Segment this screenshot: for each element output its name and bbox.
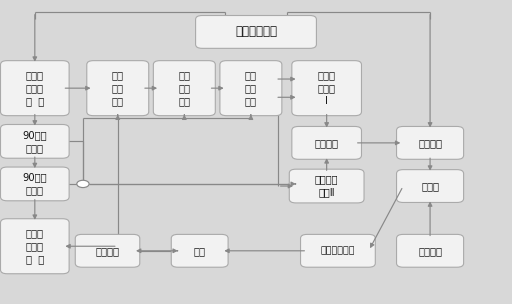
Text: 通讯模块: 通讯模块 (418, 138, 442, 148)
FancyBboxPatch shape (154, 61, 215, 116)
FancyBboxPatch shape (292, 126, 361, 159)
Text: 相敏检波
电路Ⅱ: 相敏检波 电路Ⅱ (315, 174, 338, 198)
FancyBboxPatch shape (301, 234, 375, 267)
Text: 功率
放大
电路: 功率 放大 电路 (112, 70, 124, 106)
FancyBboxPatch shape (171, 234, 228, 267)
Text: 分频
滤波
电路: 分频 滤波 电路 (245, 70, 257, 106)
Text: 机械扫描装置: 机械扫描装置 (321, 246, 355, 255)
Text: 90度移
相电路: 90度移 相电路 (23, 130, 47, 153)
FancyBboxPatch shape (1, 167, 69, 201)
FancyBboxPatch shape (396, 170, 464, 202)
Text: 被测试件: 被测试件 (96, 246, 119, 256)
FancyBboxPatch shape (196, 16, 316, 48)
FancyBboxPatch shape (1, 219, 69, 274)
FancyBboxPatch shape (396, 126, 464, 159)
Text: 上位机: 上位机 (421, 181, 439, 191)
Text: 单片机控制器: 单片机控制器 (235, 26, 277, 38)
FancyBboxPatch shape (87, 61, 148, 116)
FancyBboxPatch shape (396, 234, 464, 267)
FancyBboxPatch shape (1, 125, 69, 158)
Text: 探头: 探头 (194, 246, 206, 256)
Text: 放大电路: 放大电路 (315, 138, 338, 148)
Text: 系统软件: 系统软件 (418, 246, 442, 256)
FancyBboxPatch shape (75, 234, 140, 267)
Text: 低频正
强发生
电  路: 低频正 强发生 电 路 (26, 228, 44, 264)
FancyBboxPatch shape (1, 61, 69, 116)
FancyBboxPatch shape (289, 169, 364, 203)
Text: 仪表
放大
电路: 仪表 放大 电路 (178, 70, 190, 106)
FancyBboxPatch shape (220, 61, 282, 116)
Text: 90度移
相电路: 90度移 相电路 (23, 172, 47, 195)
Circle shape (77, 180, 89, 188)
Text: 相敏检
波电路
Ⅰ: 相敏检 波电路 Ⅰ (317, 70, 336, 106)
Text: 高频正
强发生
电  路: 高频正 强发生 电 路 (26, 70, 44, 106)
FancyBboxPatch shape (292, 61, 361, 116)
